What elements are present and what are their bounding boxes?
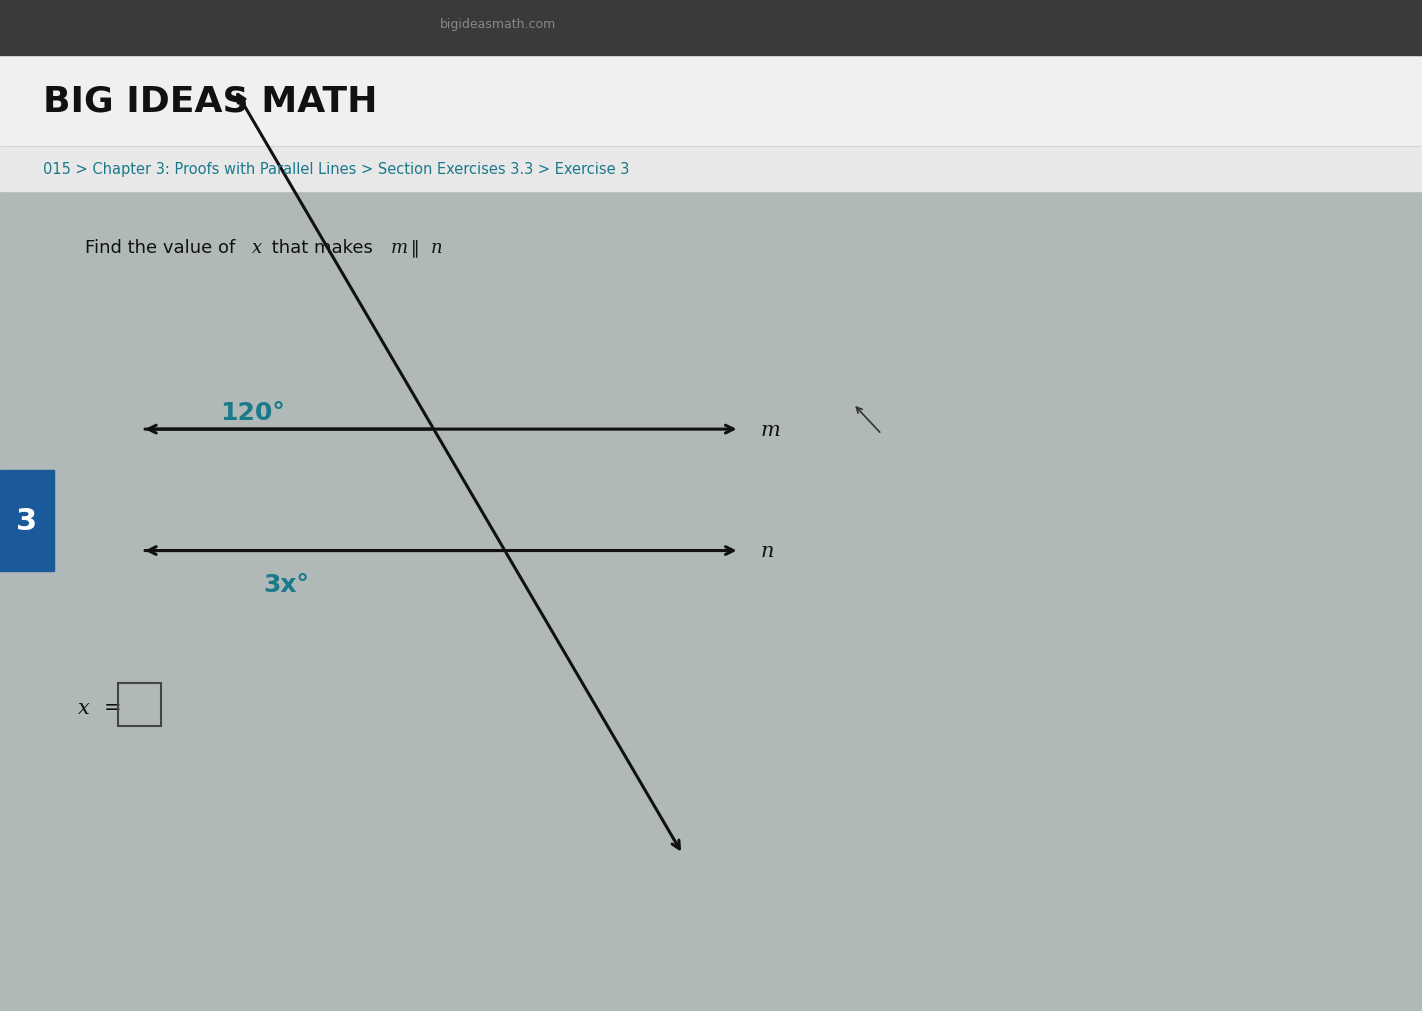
Text: n: n — [431, 239, 442, 257]
Bar — [0, 0, 1422, 56]
Text: ∥: ∥ — [405, 239, 425, 257]
Text: Find the value of: Find the value of — [85, 239, 242, 257]
Text: bigideasmath.com: bigideasmath.com — [439, 18, 556, 31]
Bar — [0, 56, 1422, 147]
Text: x: x — [252, 239, 262, 257]
Text: m: m — [761, 421, 781, 439]
Bar — [0, 147, 1422, 192]
Bar — [118, 683, 161, 726]
Text: 3x°: 3x° — [263, 572, 309, 596]
Text: that makes: that makes — [266, 239, 378, 257]
Text: 015 > Chapter 3: Proofs with Parallel Lines > Section Exercises 3.3 > Exercise 3: 015 > Chapter 3: Proofs with Parallel Li… — [43, 162, 629, 176]
Text: x: x — [78, 699, 90, 717]
Text: m: m — [391, 239, 408, 257]
Text: 3: 3 — [17, 507, 37, 535]
Text: 120°: 120° — [220, 400, 286, 425]
Text: BIG IDEAS MATH: BIG IDEAS MATH — [43, 84, 377, 118]
Text: =: = — [104, 698, 121, 718]
Text: n: n — [761, 542, 774, 560]
Bar — [0, 470, 54, 571]
